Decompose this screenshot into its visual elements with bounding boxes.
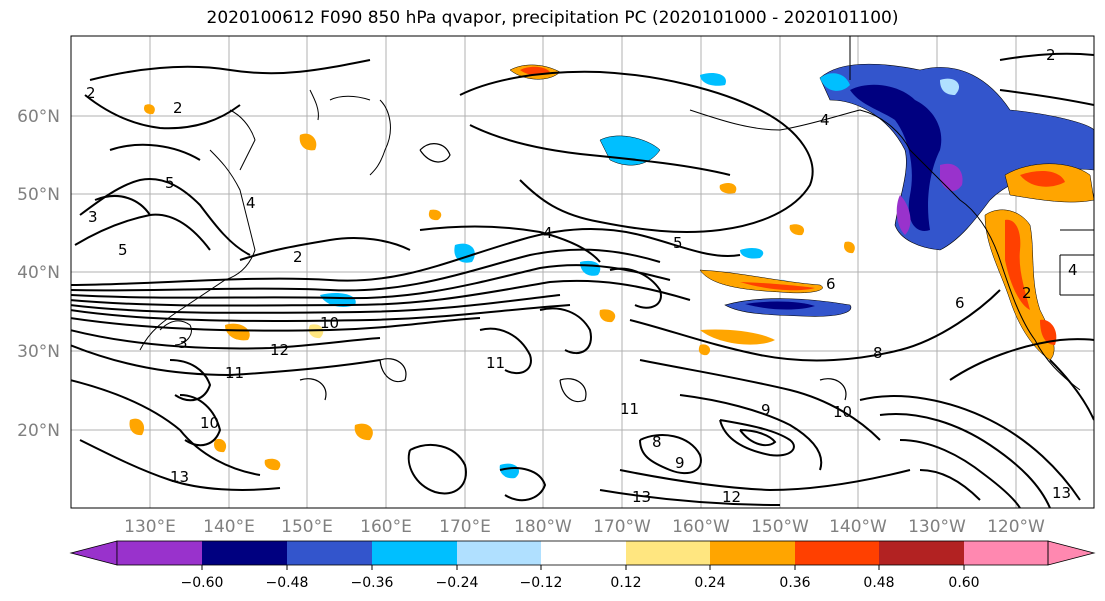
latitude-labels: 60°N 50°N 40°N 30°N 20°N xyxy=(17,107,60,441)
colorbar-segment xyxy=(117,541,202,565)
contour-label: 13 xyxy=(170,468,189,486)
colorbar-segment xyxy=(457,541,541,565)
contour-label: 10 xyxy=(833,403,852,421)
lon-label: 130°W xyxy=(908,517,966,537)
contour-label: 8 xyxy=(652,433,662,451)
lon-label: 140°W xyxy=(829,517,887,537)
colorbar-segment xyxy=(626,541,710,565)
contour-label: 8 xyxy=(873,344,883,362)
contour-label: 13 xyxy=(1052,484,1071,502)
contour-label: 9 xyxy=(761,401,771,419)
contour-label: 2 xyxy=(86,84,96,102)
contour-label: 10 xyxy=(200,414,219,432)
colorbar-tick: 0.60 xyxy=(948,575,979,591)
lon-label: 130°E xyxy=(124,517,176,537)
contour-label: 5 xyxy=(118,241,128,259)
colorbar-tick: −0.24 xyxy=(436,575,479,591)
contour-label: 6 xyxy=(826,275,836,293)
lat-label: 30°N xyxy=(17,342,60,362)
contour-label: 4 xyxy=(246,194,256,212)
contour-label: 11 xyxy=(486,354,505,372)
colorbar-tick: −0.36 xyxy=(351,575,394,591)
colorbar-segment xyxy=(287,541,372,565)
contour-label: 12 xyxy=(722,488,741,506)
contour-label: 4 xyxy=(820,111,830,129)
colorbar: −0.60 −0.48 −0.36 −0.24 −0.12 0.12 0.24 … xyxy=(69,540,1096,591)
colorbar-segment xyxy=(69,540,118,566)
colorbar-segment xyxy=(964,541,1048,565)
contour-label: 6 xyxy=(955,294,965,312)
lon-label: 170°W xyxy=(593,517,651,537)
contour-label-group: 2 2 5 3 5 4 2 4 5 6 2 4 10 12 3 11 11 10… xyxy=(86,46,1078,506)
colorbar-tick: −0.60 xyxy=(181,575,224,591)
colorbar-segment xyxy=(541,541,626,565)
contour-label: 2 xyxy=(1046,46,1056,64)
colorbar-segment xyxy=(710,541,795,565)
colorbar-tick: 0.36 xyxy=(779,575,810,591)
lon-label: 140°E xyxy=(203,517,255,537)
contour-label: 12 xyxy=(270,341,289,359)
contour-label: 2 xyxy=(173,99,183,117)
colorbar-segment xyxy=(202,541,287,565)
contour-label: 9 xyxy=(675,454,685,472)
map-frame xyxy=(70,35,1095,509)
contour-label: 3 xyxy=(178,334,188,352)
precip-shading-positive xyxy=(129,64,1094,471)
lon-label: 150°E xyxy=(281,517,333,537)
contour-label: 2 xyxy=(293,248,303,266)
lon-label: 170°E xyxy=(439,517,491,537)
colorbar-tick: −0.48 xyxy=(266,575,309,591)
colorbar-segment xyxy=(795,541,879,565)
colorbar-segment xyxy=(879,541,964,565)
lat-label: 20°N xyxy=(17,421,60,441)
colorbar-tick: 0.12 xyxy=(610,575,641,591)
colorbar-frame xyxy=(116,540,1049,566)
contour-label: 4 xyxy=(1068,261,1078,279)
minor-contours xyxy=(299,143,847,403)
contour-label: 2 xyxy=(1022,284,1032,302)
contour-label: 10 xyxy=(320,314,339,332)
lon-label: 160°E xyxy=(360,517,412,537)
map-title: 2020100612 F090 850 hPa qvapor, precipit… xyxy=(206,8,899,28)
colorbar-segment xyxy=(1047,540,1096,566)
longitude-labels: 130°E 140°E 150°E 160°E 170°E 180°W 170°… xyxy=(124,517,1045,537)
contour-label: 4 xyxy=(543,224,553,242)
qvapor-contours xyxy=(71,52,1094,508)
colorbar-segment xyxy=(372,541,457,565)
contour-label: 3 xyxy=(88,208,98,226)
contour-label: 11 xyxy=(620,400,639,418)
colorbar-tick: 0.24 xyxy=(694,575,725,591)
lat-label: 60°N xyxy=(17,107,60,127)
lon-label: 120°W xyxy=(987,517,1045,537)
lon-label: 180°W xyxy=(514,517,572,537)
colorbar-tick: 0.48 xyxy=(863,575,894,591)
lat-label: 40°N xyxy=(17,263,60,283)
contour-label: 13 xyxy=(632,488,651,506)
colorbar-tick: −0.12 xyxy=(520,575,563,591)
lon-label: 160°W xyxy=(672,517,730,537)
precip-shading-negative xyxy=(320,63,1094,479)
contour-label: 5 xyxy=(673,234,683,252)
lat-label: 50°N xyxy=(17,185,60,205)
contour-label: 11 xyxy=(225,364,244,382)
contour-label: 5 xyxy=(165,174,175,192)
lon-label: 150°W xyxy=(751,517,809,537)
